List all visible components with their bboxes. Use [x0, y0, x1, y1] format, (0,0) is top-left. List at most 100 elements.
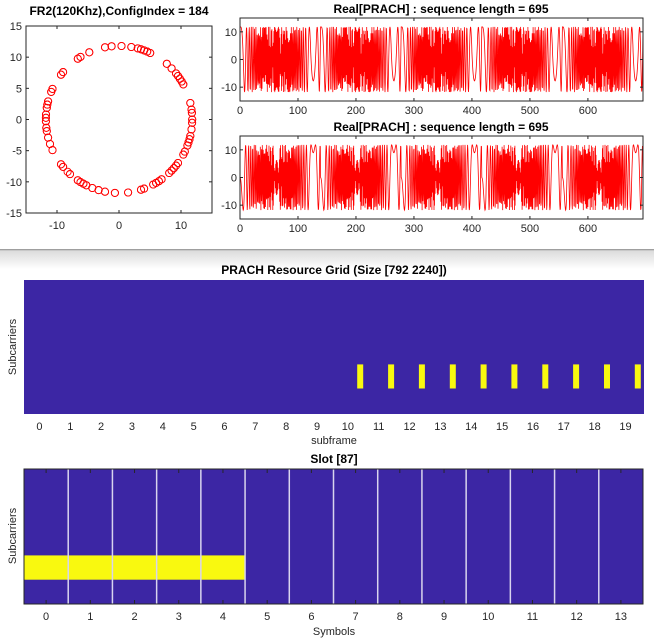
x-tick-label: 12 — [571, 611, 583, 623]
x-tick-label: 11 — [527, 611, 538, 623]
y-tick-label: -10 — [221, 82, 237, 94]
constellation-point — [44, 97, 53, 106]
prach-symbol-cell — [156, 555, 201, 580]
y-tick-label: 10 — [10, 52, 22, 64]
real-prach-1-series — [240, 26, 643, 93]
prach-occasion-bar — [542, 364, 549, 389]
y-tick-label: 10 — [225, 27, 237, 39]
constellation-points — [41, 41, 197, 197]
constellation-point — [100, 187, 110, 196]
constellation-point — [167, 64, 176, 73]
constellation-point — [45, 139, 55, 149]
x-tick-label: 0 — [43, 611, 49, 623]
constellation-point — [85, 48, 94, 57]
constellation-point — [186, 98, 195, 108]
constellation-axes-box — [25, 25, 213, 214]
slot-grid-ylabel: Subcarriers — [7, 507, 19, 564]
constellation-point — [41, 113, 50, 122]
constellation-point — [188, 118, 197, 127]
x-tick-label: 8 — [397, 611, 403, 623]
x-tick-label: 16 — [527, 421, 539, 433]
x-tick-label: 11 — [373, 421, 384, 433]
real-prach-2-series — [240, 144, 643, 212]
constellation-point — [154, 177, 163, 186]
x-tick-label: 14 — [465, 421, 477, 433]
constellation-point — [179, 80, 188, 89]
x-tick-label: 0 — [36, 421, 42, 433]
x-tick-label: 18 — [589, 421, 601, 433]
constellation-point — [42, 123, 51, 132]
x-tick-label: 3 — [129, 421, 135, 433]
resource-grid-ticks: 0 1 2 3 4 5 6 7 8 9 10 11 12 13 14 15 16 17 18 19 — [36, 421, 631, 433]
constellation-point — [73, 54, 82, 63]
x-tick-label: 2 — [98, 421, 104, 433]
constellation-title: FR2(120Khz),ConfigIndex = 184 — [29, 4, 208, 18]
constellation-point — [180, 147, 189, 156]
x-tick-label: 0 — [237, 105, 243, 117]
x-tick-label: 2 — [131, 611, 137, 623]
constellation-point — [173, 71, 183, 81]
x-tick-label: 400 — [463, 223, 481, 235]
x-tick-label: 9 — [441, 611, 447, 623]
constellation-point — [42, 127, 51, 136]
x-tick-label: 10 — [342, 421, 354, 433]
slot-grid-plot: Slot [87] 0 1 2 3 4 5 6 7 8 9 10 11 12 13 Symbols Sub… — [7, 452, 644, 638]
prach-occasion-bar — [511, 364, 518, 389]
resource-grid-title: PRACH Resource Grid (Size [792 2240]) — [221, 263, 446, 277]
constellation-point — [171, 161, 181, 170]
x-tick-label: 5 — [264, 611, 270, 623]
slot-grid-separators — [67, 469, 600, 604]
constellation-point — [136, 45, 146, 54]
slot-grid-ticks: 0 1 2 3 4 5 6 7 8 9 10 11 12 13 — [43, 469, 627, 623]
x-tick-label: 1 — [87, 611, 93, 623]
constellation-point — [56, 160, 66, 169]
x-tick-label: 0 — [237, 223, 243, 235]
prach-occasion-bar — [480, 364, 487, 389]
x-tick-label: 6 — [308, 611, 314, 623]
prach-occasion-bar — [604, 364, 610, 389]
x-tick-label: 13 — [434, 421, 446, 433]
constellation-point — [65, 170, 75, 179]
constellation-point — [110, 188, 119, 197]
constellation-point — [133, 44, 142, 53]
prach-symbol-cell — [24, 555, 69, 580]
x-tick-label: 4 — [160, 421, 166, 433]
x-tick-label: 4 — [220, 611, 226, 623]
prach-occasion-bar — [573, 364, 580, 389]
constellation-point — [59, 68, 68, 77]
prach-symbol-cell — [112, 555, 157, 580]
x-tick-label: 13 — [615, 611, 627, 623]
x-tick-label: 500 — [521, 223, 539, 235]
prach-symbol-cell — [68, 555, 113, 580]
constellation-point — [107, 42, 116, 51]
constellation-point — [41, 110, 51, 119]
y-tick-label: 10 — [225, 145, 237, 157]
y-tick-label: -5 — [12, 146, 22, 158]
x-tick-label: 600 — [579, 105, 597, 117]
constellation-point — [43, 100, 52, 109]
figure-separator — [0, 249, 654, 269]
x-tick-label: 1 — [67, 421, 73, 433]
constellation-point — [186, 131, 195, 141]
constellation-point — [157, 175, 166, 184]
y-tick-label: 0 — [16, 115, 22, 127]
constellation-point — [82, 181, 91, 190]
constellation-point — [187, 105, 196, 114]
real-prach-1-title: Real[PRACH] : sequence length = 695 — [333, 2, 548, 16]
y-tick-label: -10 — [221, 200, 237, 212]
constellation-point — [185, 135, 194, 144]
constellation-point — [41, 117, 50, 126]
constellation-point — [127, 42, 136, 52]
constellation-point — [136, 185, 146, 194]
x-tick-label: 7 — [252, 421, 258, 433]
y-tick-label: 0 — [231, 173, 237, 185]
prach-occasion-bar — [357, 364, 364, 389]
constellation-ticks: -10 0 10 15 10 5 0 -5 -10 -15 — [6, 21, 212, 232]
constellation-point — [173, 158, 183, 168]
x-tick-label: 200 — [347, 105, 365, 117]
resource-grid-plot: PRACH Resource Grid (Size [792 2240]) 0 1… — [7, 263, 644, 447]
x-tick-label: 6 — [221, 421, 227, 433]
x-tick-label: 0 — [116, 220, 122, 232]
resource-grid-cells — [357, 364, 641, 389]
